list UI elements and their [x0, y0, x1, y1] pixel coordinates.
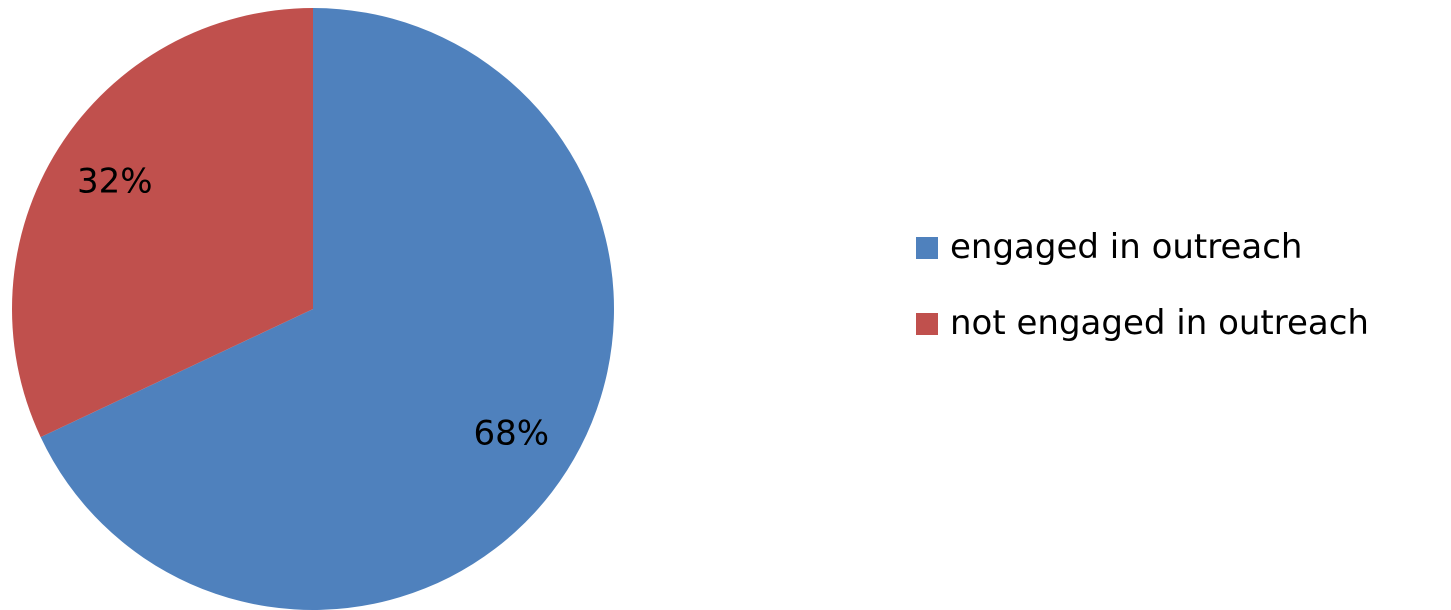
legend-label-engaged-in-outreach: engaged in outreach	[950, 227, 1302, 267]
legend-label-not-engaged-in-outreach: not engaged in outreach	[950, 303, 1369, 343]
pie-slice-not-engaged-in-outreach	[11, 8, 313, 438]
legend-swatch-engaged-in-outreach	[916, 237, 938, 259]
legend: engaged in outreach not engaged in outrea…	[916, 227, 1369, 343]
pie-slices	[11, 8, 614, 610]
pie-slice-engaged-in-outreach	[40, 8, 614, 610]
pie-data-labels: 68% 32%	[77, 162, 549, 454]
data-label-engaged-in-outreach: 68%	[473, 413, 549, 453]
data-label-not-engaged-in-outreach: 32%	[77, 162, 153, 202]
legend-swatch-not-engaged-in-outreach	[916, 313, 938, 335]
